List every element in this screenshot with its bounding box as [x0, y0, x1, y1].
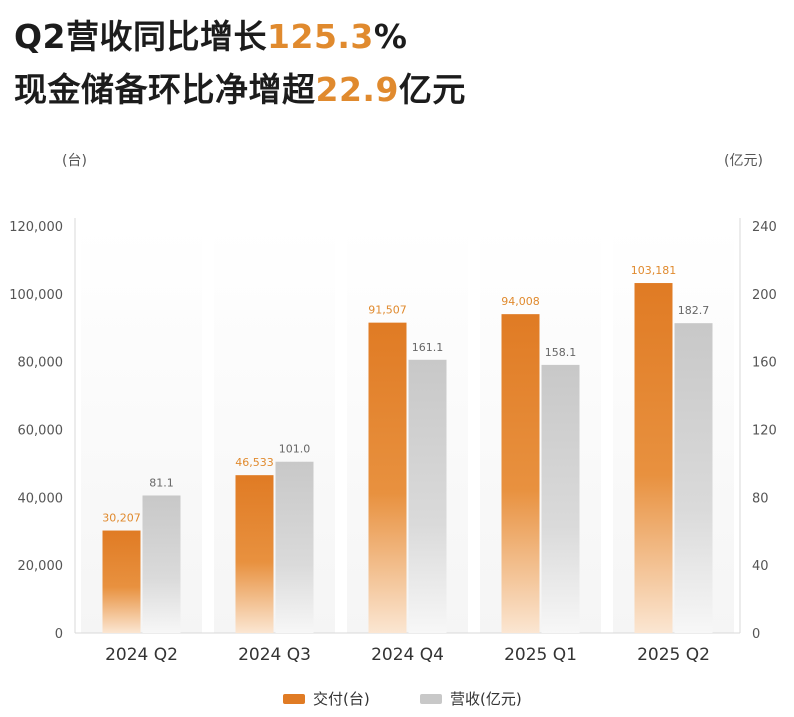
bar-revenue: [541, 364, 580, 633]
right-axis-unit: (亿元): [724, 153, 763, 169]
category-panels: [81, 226, 734, 633]
bar-delivery: [368, 322, 407, 633]
data-label-revenue: 161.1: [412, 341, 444, 354]
headline-line-1-highlight: 125.3: [267, 17, 374, 56]
left-axis-tick-label: 60,000: [18, 424, 64, 439]
left-axis-tick-label: 20,000: [18, 559, 64, 574]
x-axis-category-label: 2024 Q4: [371, 645, 444, 665]
data-label-revenue: 158.1: [545, 346, 577, 359]
legend-swatch-revenue: [420, 693, 442, 704]
headline-line-1-suffix: %: [373, 17, 408, 56]
x-axis-category-label: 2024 Q3: [238, 645, 311, 665]
category-panel: [214, 226, 335, 633]
bar-revenue: [674, 323, 713, 633]
bar-delivery: [501, 314, 540, 633]
bar-delivery: [235, 475, 274, 633]
left-axis-unit: (台): [62, 153, 87, 169]
headline-line-1: Q2营收同比增长125.3%: [14, 10, 407, 58]
bar-revenue: [275, 461, 314, 633]
data-label-delivery: 94,008: [501, 295, 540, 308]
headline-line-1-text: Q2营收同比增长: [14, 17, 268, 56]
axes: 0 20,000 40,000 60,000 80,000 100,000 120,000 0…: [9, 218, 777, 642]
left-axis-tick-label: 0: [55, 627, 63, 642]
x-axis-category-label: 2025 Q2: [637, 645, 710, 665]
left-axis-tick-label: 40,000: [18, 491, 64, 506]
category-panel: [480, 226, 601, 633]
data-label-revenue: 101.0: [279, 443, 311, 456]
right-axis-tick-label: 0: [752, 627, 760, 642]
left-axis-tick-label: 100,000: [9, 288, 63, 303]
legend-label-delivery: 交付(台): [313, 690, 370, 708]
legend-label-revenue: 营收(亿元): [450, 690, 522, 708]
right-axis-tick-label: 120: [752, 424, 777, 439]
right-axis-tick-label: 200: [752, 288, 777, 303]
x-axis-category-label: 2025 Q1: [504, 645, 577, 665]
category-panel: [613, 226, 734, 633]
data-label-delivery: 103,181: [631, 264, 677, 277]
data-label-delivery: 91,507: [368, 304, 407, 317]
bar-delivery: [634, 283, 673, 633]
right-axis-tick-label: 40: [752, 559, 769, 574]
bar-revenue: [408, 359, 447, 633]
headline-line-2-highlight: 22.9: [315, 70, 399, 109]
headline-line-2: 现金储备环比净增超22.9亿元: [14, 63, 466, 111]
left-axis-tick-label: 120,000: [9, 220, 63, 235]
data-label-delivery: 30,207: [102, 512, 141, 525]
bar-revenue: [142, 495, 181, 633]
right-axis-tick-label: 80: [752, 491, 769, 506]
right-axis-tick-label: 240: [752, 220, 777, 235]
x-axis-category-label: 2024 Q2: [105, 645, 178, 665]
left-axis-tick-label: 80,000: [18, 356, 64, 371]
legend-swatch-delivery: [283, 693, 305, 704]
bar-delivery: [102, 530, 141, 633]
bars: [102, 283, 713, 633]
headline-line-2-text: 现金储备环比净增超: [14, 70, 316, 109]
right-axis-tick-label: 160: [752, 356, 777, 371]
category-panel: [347, 226, 468, 633]
headline-line-2-suffix: 亿元: [398, 70, 466, 109]
legend-item-revenue: 营收(亿元): [420, 688, 522, 709]
category-panel: [81, 226, 202, 633]
data-label-revenue: 182.7: [678, 304, 710, 317]
data-label-delivery: 46,533: [235, 456, 274, 469]
data-labels: 30,207 81.1 2024 Q2 46,533 101.0 2024 Q3 91,50…: [102, 264, 710, 665]
data-label-revenue: 81.1: [149, 476, 174, 489]
legend-item-delivery: 交付(台): [283, 688, 370, 709]
